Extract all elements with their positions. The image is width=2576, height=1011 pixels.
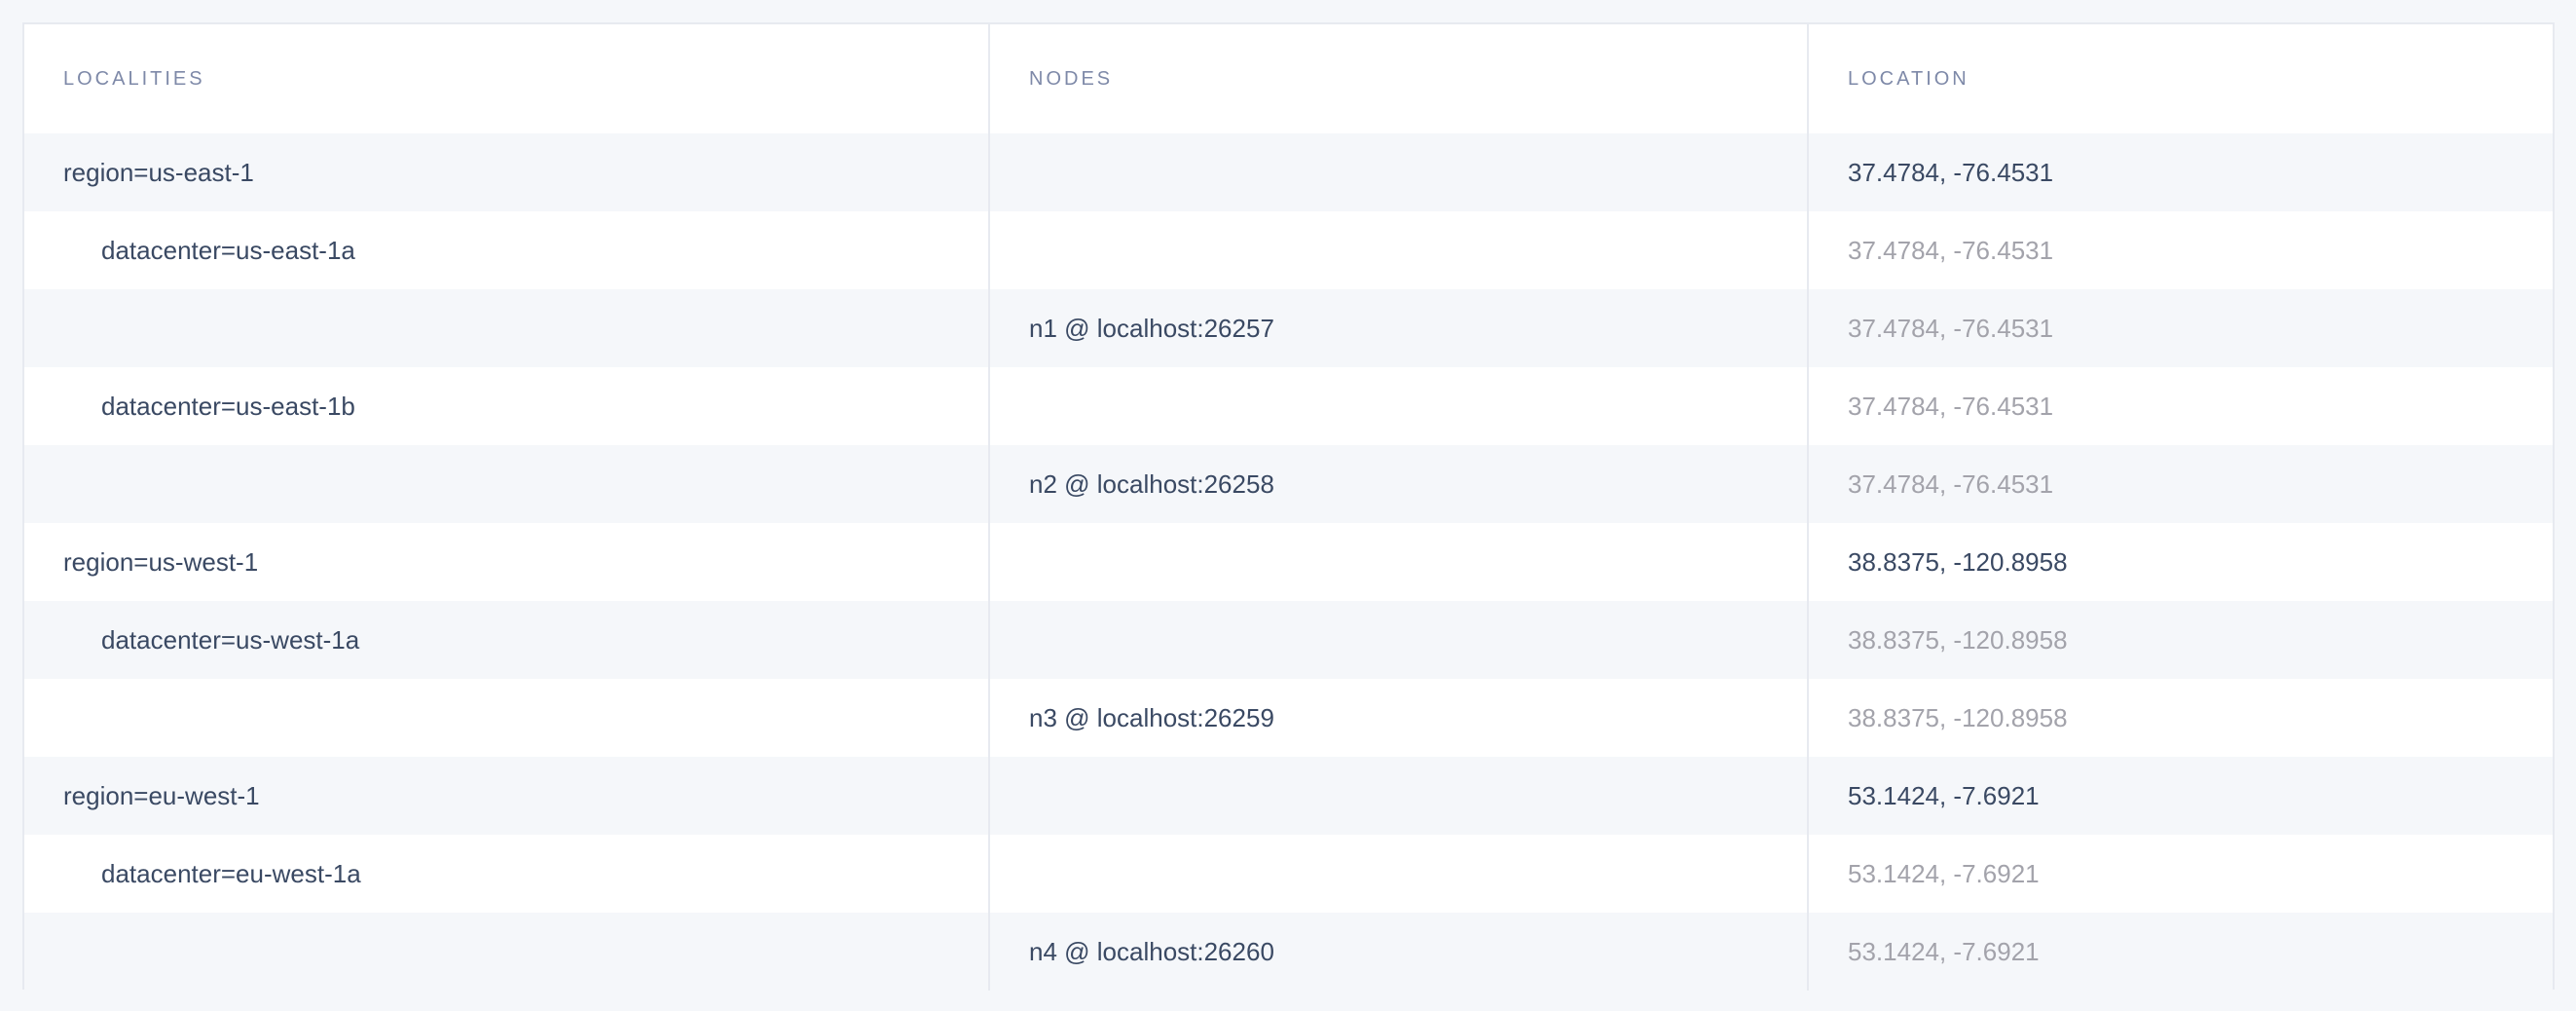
locality-cell: datacenter=us-west-1a (24, 601, 990, 679)
location-cell: 38.8375, -120.8958 (1848, 624, 2068, 655)
table-row: region=eu-west-1 53.1424, -7.6921 (24, 757, 2553, 835)
locality-cell: datacenter=us-east-1b (24, 367, 990, 445)
locality-cell: region=us-west-1 (24, 523, 990, 601)
node-cell (990, 211, 1809, 289)
table-row: region=us-east-1 37.4784, -76.4531 (24, 133, 2553, 211)
table-row: datacenter=us-east-1b 37.4784, -76.4531 (24, 367, 2553, 445)
locality-cell: datacenter=eu-west-1a (24, 835, 990, 913)
table-row: region=us-west-1 38.8375, -120.8958 (24, 523, 2553, 601)
node-cell: n4 @ localhost:26260 (990, 913, 1809, 991)
table-row: n3 @ localhost:26259 38.8375, -120.8958 (24, 679, 2553, 757)
table-row: datacenter=us-east-1a 37.4784, -76.4531 (24, 211, 2553, 289)
table-row: n1 @ localhost:26257 37.4784, -76.4531 (24, 289, 2553, 367)
table-row: datacenter=us-west-1a 38.8375, -120.8958 (24, 601, 2553, 679)
node-cell: n1 @ localhost:26257 (990, 289, 1809, 367)
location-cell: 37.4784, -76.4531 (1848, 157, 2054, 187)
location-cell: 53.1424, -7.6921 (1848, 936, 2040, 966)
column-header-localities: LOCALITIES (24, 24, 990, 133)
table-row: n2 @ localhost:26258 37.4784, -76.4531 (24, 445, 2553, 523)
location-cell: 53.1424, -7.6921 (1848, 858, 2040, 888)
location-cell: 37.4784, -76.4531 (1848, 313, 2054, 343)
locality-cell: region=us-east-1 (24, 133, 990, 211)
node-cell (990, 523, 1809, 601)
location-cell: 38.8375, -120.8958 (1848, 702, 2068, 732)
locality-cell (24, 289, 990, 367)
location-cell: 38.8375, -120.8958 (1848, 546, 2068, 577)
column-header-nodes: NODES (990, 24, 1809, 133)
node-cell (990, 757, 1809, 835)
table-body: region=us-east-1 37.4784, -76.4531 datacen… (24, 133, 2553, 991)
node-cell: n3 @ localhost:26259 (990, 679, 1809, 757)
table-row: n4 @ localhost:26260 53.1424, -7.6921 (24, 913, 2553, 991)
node-cell (990, 835, 1809, 913)
location-cell: 37.4784, -76.4531 (1848, 235, 2054, 265)
localities-table: LOCALITIES NODES LOCATION region=us-east… (22, 22, 2555, 991)
location-cell: 53.1424, -7.6921 (1848, 780, 2040, 810)
locality-cell: region=eu-west-1 (24, 757, 990, 835)
locality-cell: datacenter=us-east-1a (24, 211, 990, 289)
node-cell (990, 367, 1809, 445)
table-header: LOCALITIES NODES LOCATION (24, 24, 2553, 133)
node-cell (990, 601, 1809, 679)
table-row: datacenter=eu-west-1a 53.1424, -7.6921 (24, 835, 2553, 913)
locality-cell (24, 445, 990, 523)
location-cell: 37.4784, -76.4531 (1848, 391, 2054, 421)
node-cell (990, 133, 1809, 211)
location-cell: 37.4784, -76.4531 (1848, 468, 2054, 499)
locality-cell (24, 679, 990, 757)
locality-cell (24, 913, 990, 991)
column-header-location: LOCATION (1848, 67, 1969, 90)
node-cell: n2 @ localhost:26258 (990, 445, 1809, 523)
